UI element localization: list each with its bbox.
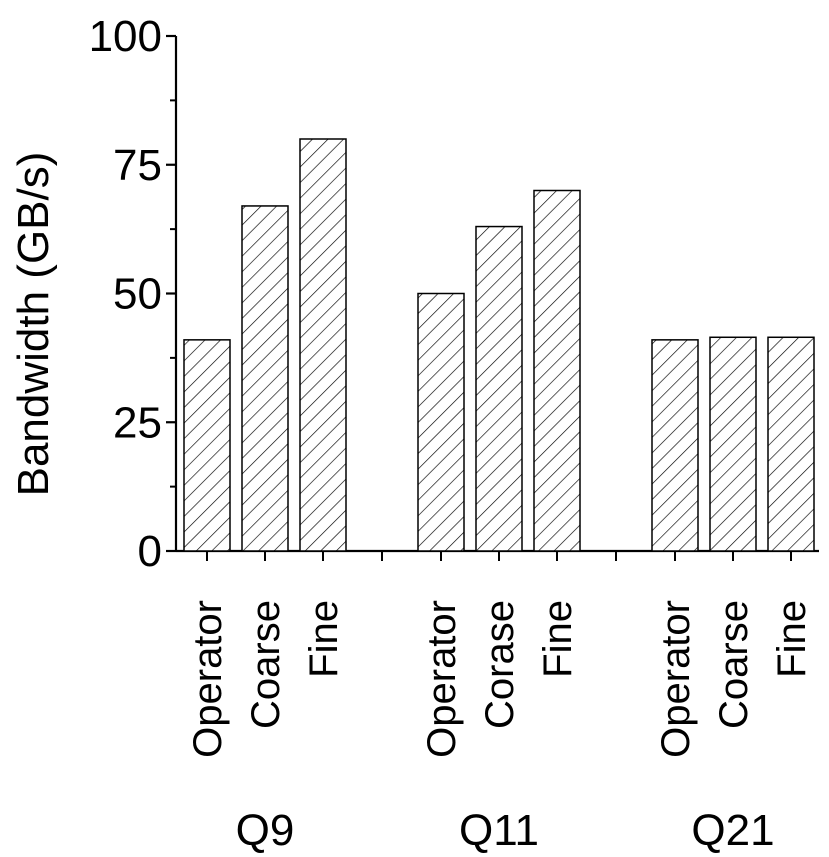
- x-category-label: Fine: [302, 600, 346, 678]
- y-tick-label: 75: [113, 141, 162, 190]
- group-label-q11: Q11: [459, 806, 539, 855]
- x-category-label: Operator: [654, 600, 698, 758]
- x-category-label: Fine: [770, 600, 814, 678]
- bar-q21-coarse: [709, 336, 757, 552]
- bar-q11-operator: [417, 292, 465, 552]
- y-tick-label: 100: [89, 12, 162, 61]
- x-category-label: Operator: [186, 600, 230, 758]
- bar-q9-operator: [183, 339, 231, 552]
- group-label-q21: Q21: [691, 806, 774, 855]
- bar-q9-coarse: [241, 205, 289, 552]
- bar-q9-fine: [299, 138, 347, 552]
- bar-q21-fine: [767, 336, 815, 552]
- group-label-q9: Q9: [236, 806, 295, 855]
- x-category-label: Operator: [420, 600, 464, 758]
- bar-q11-corase: [475, 225, 523, 552]
- bar-q21-operator: [651, 339, 699, 552]
- x-category-label: Fine: [536, 600, 580, 678]
- x-category-label: Corase: [478, 600, 522, 729]
- y-tick-label: 50: [113, 270, 162, 319]
- x-category-label: Coarse: [712, 600, 756, 729]
- bar-q11-fine: [533, 189, 581, 552]
- y-tick-label: 0: [138, 527, 162, 576]
- x-category-label: Coarse: [244, 600, 288, 729]
- y-tick-label: 25: [113, 398, 162, 447]
- y-axis-title: Bandwidth (GB/s): [9, 152, 58, 497]
